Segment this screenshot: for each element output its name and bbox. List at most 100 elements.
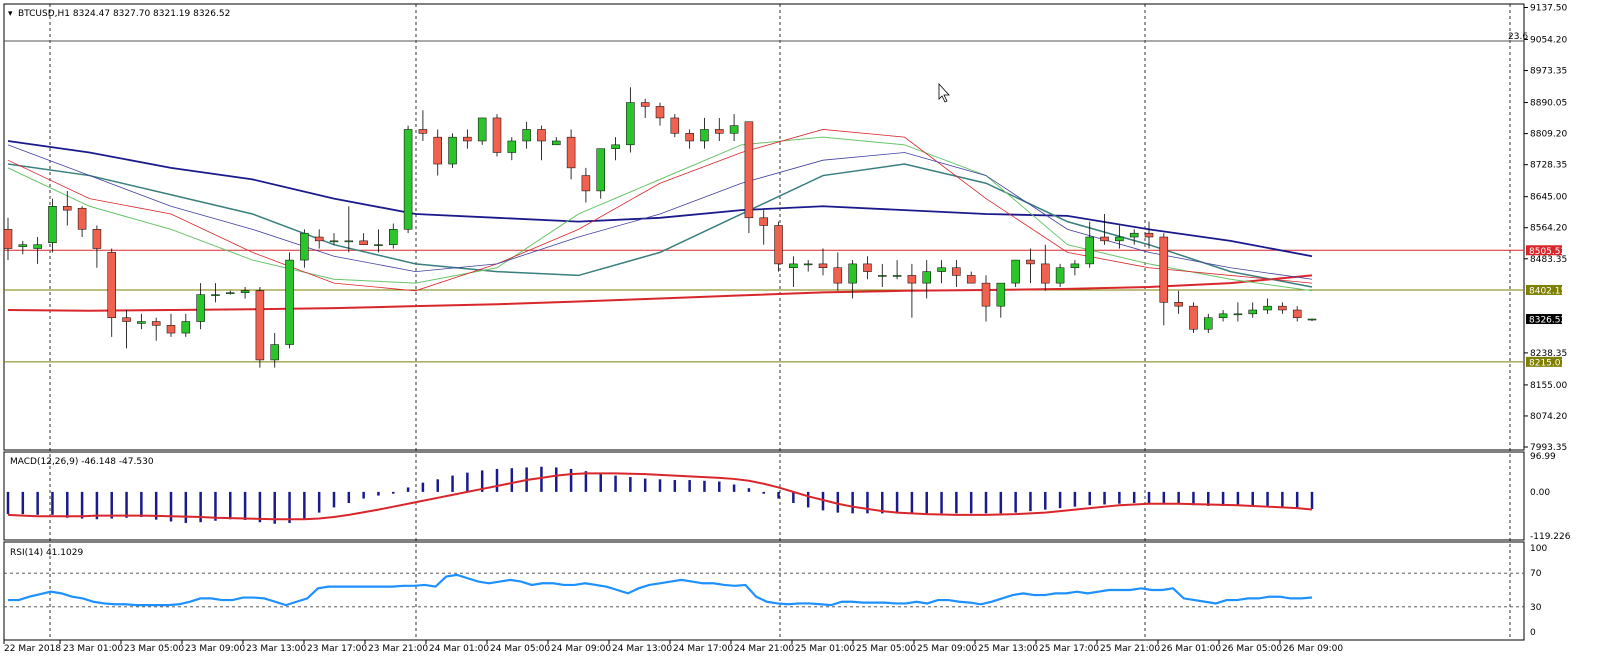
ma-slow-line bbox=[7, 274, 1313, 312]
candle-body bbox=[300, 232, 309, 261]
time-tick-label: 24 Mar 05:00 bbox=[490, 644, 550, 654]
candle-body bbox=[137, 321, 146, 324]
candle-body bbox=[1070, 263, 1080, 268]
candle-body bbox=[1055, 267, 1065, 284]
time-tick-label: 24 Mar 09:00 bbox=[551, 644, 611, 654]
macd-pane[interactable] bbox=[3, 451, 1525, 541]
candle-body bbox=[818, 263, 828, 268]
time-tick-label: 24 Mar 13:00 bbox=[612, 644, 672, 654]
candle-body bbox=[477, 117, 487, 142]
price-tick-label: 8074.20 bbox=[1530, 412, 1567, 422]
candle-body bbox=[655, 106, 665, 119]
candle-body bbox=[1307, 318, 1317, 321]
price-axis: 9137.50 9054.20 8973.35 8890.05 8809.20 8728.… bbox=[1524, 4, 1567, 453]
candle-body bbox=[314, 236, 324, 242]
price-label: 8402.15 bbox=[1529, 286, 1566, 296]
candle-body bbox=[1263, 305, 1272, 311]
price-tick-label: 8155.00 bbox=[1530, 381, 1567, 391]
time-tick-label: 25 Mar 13:00 bbox=[978, 644, 1038, 654]
candle-body bbox=[907, 275, 917, 284]
candle-body bbox=[1248, 309, 1257, 315]
candle-body bbox=[33, 244, 42, 249]
time-tick-label: 23 Mar 05:00 bbox=[124, 644, 184, 654]
time-tick-label: 24 Mar 17:00 bbox=[673, 644, 733, 654]
candle-body bbox=[226, 292, 235, 294]
candle-body bbox=[63, 206, 72, 211]
price-tick-label: 8564.20 bbox=[1530, 224, 1567, 234]
candle-body bbox=[833, 267, 843, 284]
candle-body bbox=[552, 140, 561, 146]
candle-body bbox=[3, 229, 13, 249]
candle-body bbox=[240, 290, 250, 293]
candle-body bbox=[166, 325, 176, 334]
candle-body bbox=[329, 240, 339, 243]
candle-body bbox=[463, 136, 472, 142]
price-label: 8505.52 bbox=[1529, 247, 1566, 257]
macd-layer: 96.99 0.00 -119.226 bbox=[6, 452, 1571, 542]
candle-body bbox=[492, 117, 502, 153]
candle-body bbox=[892, 275, 902, 277]
ma-fast-line bbox=[7, 163, 1313, 288]
candle-body bbox=[566, 136, 576, 169]
time-tick-label: 23 Mar 09:00 bbox=[185, 644, 245, 654]
candle-body bbox=[626, 102, 635, 146]
grid-layer bbox=[49, 4, 1511, 640]
price-label: 8326.52 bbox=[1529, 316, 1566, 326]
price-tick-label: 8238.35 bbox=[1530, 349, 1567, 359]
mouse-cursor-icon bbox=[938, 82, 950, 103]
candle-body bbox=[1115, 236, 1124, 242]
candle-body bbox=[1100, 236, 1109, 242]
candle-body bbox=[1233, 313, 1243, 316]
candle-body bbox=[107, 252, 116, 318]
candle-body bbox=[1041, 263, 1050, 284]
candle-body bbox=[1292, 309, 1302, 318]
rsi-tick-label: 100 bbox=[1530, 544, 1547, 554]
symbol-dropdown-icon[interactable]: ▾ bbox=[8, 9, 13, 19]
symbol-line: BTCUSD,H1 8324.47 8327.70 8321.19 8326.5… bbox=[18, 9, 230, 19]
ma-thin-blue-line bbox=[7, 144, 1313, 280]
candle-body bbox=[685, 133, 694, 142]
time-tick-label: 25 Mar 01:00 bbox=[795, 644, 855, 654]
time-tick-label: 24 Mar 21:00 bbox=[734, 644, 794, 654]
candle-body bbox=[803, 263, 813, 266]
time-tick-label: 23 Mar 21:00 bbox=[368, 644, 428, 654]
candle-body bbox=[922, 271, 931, 284]
candle-body bbox=[996, 282, 1006, 307]
candle-body bbox=[1218, 313, 1228, 318]
candle-body bbox=[374, 244, 383, 246]
candle-body bbox=[670, 117, 680, 134]
candle-body bbox=[537, 129, 546, 142]
macd-tick-label: 0.00 bbox=[1530, 488, 1550, 498]
candle-body bbox=[92, 229, 102, 249]
price-tick-label: 8973.35 bbox=[1530, 67, 1567, 77]
price-label: 8215.01 bbox=[1529, 358, 1566, 368]
price-tick-label: 9137.50 bbox=[1530, 4, 1567, 14]
candle-body bbox=[966, 275, 976, 284]
price-tick-label: 8890.05 bbox=[1530, 99, 1567, 109]
macd-tick-label: 96.99 bbox=[1530, 452, 1556, 462]
price-tick-label: 8809.20 bbox=[1530, 130, 1567, 140]
rsi-pane[interactable] bbox=[3, 541, 1525, 641]
candle-body bbox=[255, 290, 265, 361]
indicator-overlays bbox=[4, 40, 1524, 363]
time-tick-label: 25 Mar 21:00 bbox=[1100, 644, 1160, 654]
time-tick-label: 25 Mar 05:00 bbox=[856, 644, 916, 654]
rsi-line bbox=[8, 573, 1313, 607]
candle-body bbox=[433, 136, 442, 165]
rsi-tick-label: 70 bbox=[1530, 569, 1542, 579]
price-label-box bbox=[1526, 245, 1562, 256]
rsi-tick-label: 0 bbox=[1530, 628, 1536, 638]
candle-body bbox=[522, 129, 531, 142]
time-tick-label: 25 Mar 09:00 bbox=[917, 644, 977, 654]
candle-body bbox=[1129, 232, 1139, 238]
price-tick-label: 8728.35 bbox=[1530, 161, 1567, 171]
candle-body bbox=[640, 102, 650, 107]
time-tick-label: 23 Mar 13:00 bbox=[246, 644, 306, 654]
candle-body bbox=[418, 129, 428, 134]
candle-body bbox=[403, 129, 413, 230]
candle-body bbox=[77, 207, 87, 230]
candle-body bbox=[596, 148, 605, 192]
candle-layer bbox=[3, 87, 1317, 368]
candle-body bbox=[981, 282, 991, 307]
